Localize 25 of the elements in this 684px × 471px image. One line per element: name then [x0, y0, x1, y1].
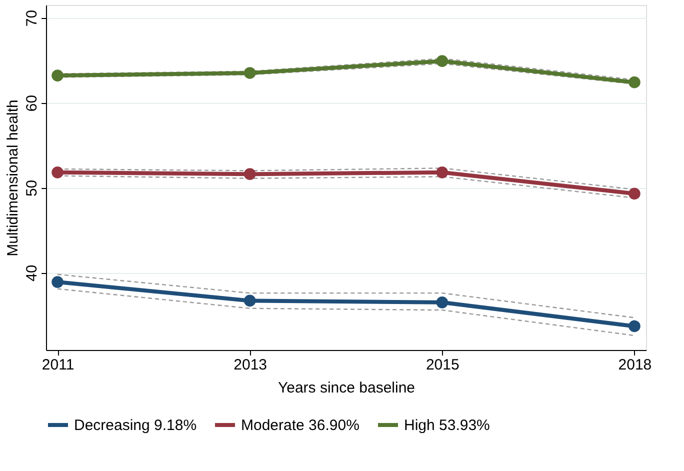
- legend-label: Moderate 36.90%: [241, 417, 360, 434]
- point: [628, 320, 640, 332]
- point: [244, 67, 256, 79]
- point: [244, 168, 256, 180]
- point: [52, 276, 64, 288]
- legend-label: High 53.93%: [404, 417, 490, 434]
- point: [436, 296, 448, 308]
- point: [244, 294, 256, 307]
- x-tick-label: 2018: [618, 356, 652, 374]
- point: [52, 70, 64, 82]
- point: [628, 188, 640, 200]
- x-tick-label: 2015: [426, 356, 460, 374]
- y-tick-label: 70: [24, 10, 40, 27]
- y-axis-title: Multidimensional health: [4, 100, 22, 256]
- x-axis-title: Years since baseline: [278, 380, 416, 396]
- point: [628, 76, 640, 88]
- x-tick-label: 2011: [42, 356, 74, 374]
- x-tick-label: 2013: [234, 356, 268, 374]
- y-tick-label: 50: [24, 180, 40, 197]
- y-tick-label: 60: [24, 94, 40, 112]
- point: [436, 166, 448, 178]
- point: [52, 166, 64, 178]
- point: [436, 55, 448, 67]
- legend-label: Decreasing 9.18%: [74, 417, 197, 434]
- y-tick-label: 40: [24, 264, 40, 282]
